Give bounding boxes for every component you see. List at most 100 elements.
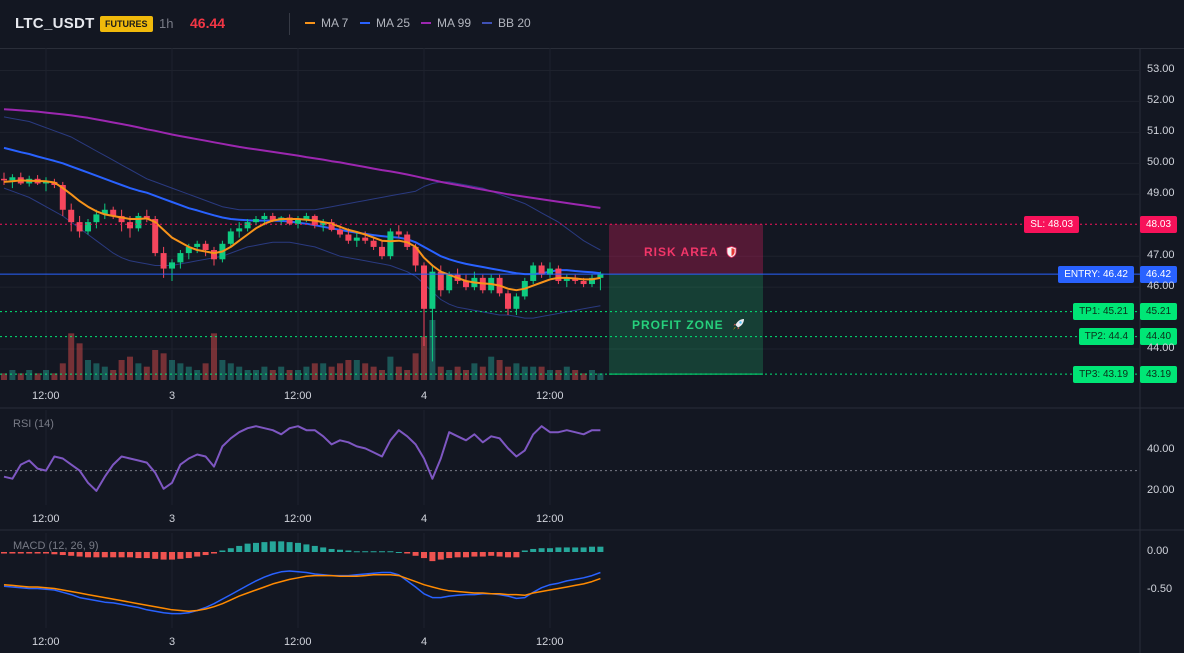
timeframe-button[interactable]: 1h — [159, 16, 174, 31]
macd-histogram-bar — [589, 546, 595, 552]
candle-body — [505, 293, 511, 309]
bb-lower-line — [3, 187, 601, 319]
macd-histogram-bar — [337, 549, 343, 552]
time-tick-label: 12:00 — [536, 513, 564, 525]
legend-bb20-label: BB 20 — [498, 16, 531, 30]
volume-bar — [379, 370, 385, 380]
macd-histogram-bar — [253, 542, 259, 552]
macd-histogram-bar — [59, 552, 66, 556]
volume-bar — [547, 370, 553, 380]
volume-bar — [177, 363, 184, 380]
symbol-title[interactable]: LTC_USDT — [15, 15, 95, 32]
time-tick-label: 12:00 — [32, 513, 60, 525]
candle-body — [547, 268, 553, 275]
candle-body — [337, 229, 343, 235]
volume-bar — [227, 363, 234, 380]
risk-area-label: RISK AREA — [644, 245, 737, 259]
time-tick-label: 3 — [169, 636, 176, 648]
volume-bar — [143, 366, 150, 380]
legend-bb20[interactable]: BB 20 — [482, 16, 531, 30]
candle-body — [227, 231, 234, 244]
candle-body — [295, 219, 301, 224]
volume-bar — [572, 370, 579, 380]
volume-bar — [446, 370, 453, 380]
candle-body — [530, 265, 537, 281]
volume-bar — [353, 360, 360, 380]
candle-body — [437, 271, 444, 291]
macd-histogram-bar — [85, 552, 91, 558]
macd-histogram-bar — [244, 543, 251, 552]
macd-histogram-bar — [597, 546, 604, 552]
candle-body — [110, 209, 117, 216]
time-tick-label: 3 — [169, 513, 176, 525]
macd-histogram-bar — [353, 551, 360, 553]
legend-ma25[interactable]: MA 25 — [360, 16, 410, 30]
macd-histogram-bar — [521, 550, 528, 552]
signal-line — [3, 574, 601, 613]
candle-body — [127, 222, 133, 229]
rsi-panel-label: RSI (14) — [13, 418, 54, 430]
macd-histogram-bar — [345, 550, 352, 552]
volume-bar — [404, 370, 411, 380]
volume-bar — [479, 366, 486, 380]
candle-body — [589, 277, 595, 285]
macd-histogram-bar — [496, 552, 503, 557]
last-price: 46.44 — [190, 15, 226, 31]
macd-histogram-bar — [429, 552, 436, 562]
macd-histogram-bar — [488, 552, 495, 556]
volume-bar — [261, 366, 268, 380]
macd-histogram-bar — [479, 552, 486, 557]
candle-body — [236, 228, 243, 232]
candle-body — [202, 243, 209, 250]
volume-bar — [505, 366, 511, 380]
time-tick-label: 12:00 — [32, 390, 60, 402]
macd-histogram-bar — [421, 552, 427, 559]
macd-histogram-bar — [118, 552, 125, 558]
macd-histogram-bar — [68, 552, 75, 556]
candle-body — [370, 240, 377, 247]
bb20-swatch — [482, 22, 492, 24]
macd-histogram-bar — [370, 551, 377, 553]
macd-histogram-bar — [211, 552, 217, 554]
candle-body — [429, 271, 436, 309]
candle-body — [446, 274, 453, 291]
rocket-icon — [733, 319, 745, 330]
candle-body — [269, 215, 276, 221]
header-divider — [289, 13, 290, 35]
macd-histogram-bar — [446, 552, 453, 559]
volume-bar — [9, 370, 16, 380]
time-tick-label: 12:00 — [536, 636, 564, 648]
volume-bar — [530, 366, 537, 380]
volume-bar — [253, 370, 259, 380]
candle-body — [345, 234, 352, 241]
macd-histogram-bar — [76, 552, 83, 557]
rsi-line — [3, 425, 601, 492]
volume-bar — [513, 363, 520, 380]
macd-histogram-bar — [379, 551, 385, 553]
macd-histogram-bar — [505, 552, 511, 558]
legend-ma7[interactable]: MA 7 — [305, 16, 348, 30]
macd-histogram-bar — [1, 552, 7, 554]
ma25-line — [3, 146, 601, 276]
tp1-level-tag: TP1: 45.21 — [1073, 303, 1134, 321]
macd-histogram-bar — [236, 545, 243, 552]
macd-histogram-bar — [320, 547, 327, 552]
macd-panel-label: MACD (12, 26, 9) — [13, 540, 99, 552]
volume-bar — [437, 366, 444, 380]
candle-body — [76, 222, 83, 232]
legend-ma25-label: MA 25 — [376, 16, 411, 30]
sl-axis-price: 48.03 — [1140, 215, 1178, 233]
candle-body — [320, 222, 327, 226]
macd-histogram-bar — [412, 552, 419, 556]
tp2-axis-price: 44.40 — [1140, 328, 1178, 346]
candle-body — [253, 219, 259, 223]
volume-bar — [597, 373, 604, 380]
legend-ma99[interactable]: MA 99 — [421, 16, 471, 30]
volume-bar — [160, 353, 167, 380]
volume-bar — [295, 370, 301, 380]
candle-body — [152, 219, 159, 254]
volume-bar — [454, 366, 461, 380]
price-tick-label: 50.00 — [1147, 156, 1175, 169]
macd-tick-label: -0.50 — [1147, 583, 1173, 595]
